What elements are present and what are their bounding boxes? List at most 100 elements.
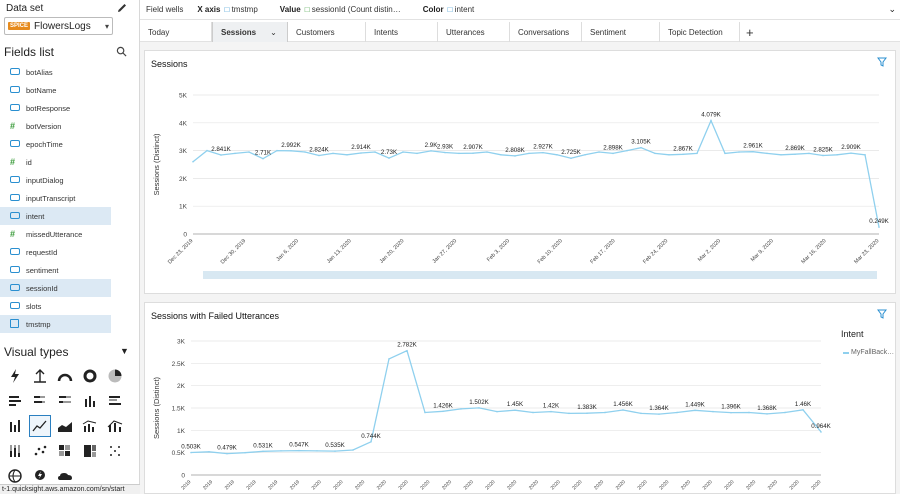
failed-utterances-visual[interactable]: Sessions with Failed Utterances Intent M…: [144, 302, 896, 494]
data-point: [318, 154, 320, 157]
field-item-botName[interactable]: botName: [0, 81, 111, 99]
field-wells-bar[interactable]: Field wells X axis □ tmstmp Value □ sess…: [140, 0, 900, 20]
data-point: [622, 409, 624, 411]
clustered-bar-visual-icon[interactable]: [104, 390, 126, 412]
pivot-table-visual-icon[interactable]: [104, 440, 126, 462]
field-item-requestId[interactable]: requestId: [0, 243, 111, 261]
autograph-visual-icon[interactable]: [4, 365, 26, 387]
legend-item[interactable]: MyFallBack…: [843, 349, 894, 356]
data-point: [682, 153, 684, 156]
filter-icon[interactable]: [877, 309, 887, 319]
date-field-icon: □: [224, 5, 230, 14]
field-item-botVersion[interactable]: # botVersion: [0, 117, 111, 135]
data-point: [696, 152, 698, 155]
x-tick-label: Mar 23, 2020: [853, 238, 880, 265]
data-point: [486, 151, 488, 153]
chevron-down-icon[interactable]: ▼: [120, 346, 129, 356]
tab-topic-detection[interactable]: Topic Detection: [660, 22, 740, 42]
field-item-intent[interactable]: intent: [0, 207, 111, 225]
field-item-slots[interactable]: slots: [0, 297, 111, 315]
vertical-bar-visual-icon[interactable]: [79, 390, 101, 412]
series-line: [190, 349, 822, 455]
x-tick-label: 2020: [528, 479, 540, 491]
pencil-icon[interactable]: [116, 2, 128, 14]
tab-today[interactable]: Today: [140, 22, 212, 42]
data-point: [730, 411, 732, 414]
scatter-plot-visual-icon[interactable]: [29, 440, 51, 462]
y-tick-label: 2K: [177, 383, 186, 390]
field-item-tmstmp[interactable]: tmstmp: [0, 315, 111, 333]
field-item-botAlias[interactable]: botAlias: [0, 63, 111, 81]
data-point: [304, 151, 306, 153]
x-tick-label: 2020: [789, 479, 801, 491]
tab-label: Today: [148, 27, 170, 37]
clustered-combo-visual-icon[interactable]: [104, 415, 126, 437]
tab-customers[interactable]: Customers: [288, 22, 366, 42]
x-tick-label: 2020: [484, 479, 496, 491]
data-point: [820, 431, 822, 433]
field-item-inputTranscript[interactable]: inputTranscript: [0, 189, 111, 207]
data-label: 3.105K: [631, 139, 651, 146]
combo-chart-visual-icon[interactable]: [79, 415, 101, 437]
field-label: sessionId: [26, 283, 58, 293]
data-label: 1.46K: [795, 401, 812, 408]
data-point: [346, 153, 348, 156]
tab-sessions[interactable]: Sessions ⌄: [212, 22, 288, 42]
sessions-visual[interactable]: Sessions 0 1K 2K 3K 4K 5K Sessions (Distinct) 2…: [144, 50, 896, 294]
tab-conversations[interactable]: Conversations: [510, 22, 582, 42]
line-chart-visual-icon[interactable]: [29, 415, 51, 437]
x-tick-label: Mar 2, 2020: [697, 238, 722, 263]
field-label: botName: [26, 85, 57, 95]
status-url-bar: t-1.quicksight.aws.amazon.com/sn/start: [0, 484, 140, 494]
value-well-value[interactable]: □ sessionId (Count distin…: [304, 5, 401, 14]
column-100-visual-icon[interactable]: [4, 440, 26, 462]
geospatial-map-visual-icon[interactable]: [4, 465, 26, 487]
text-field-icon: [10, 103, 21, 113]
data-label: 2.9K: [425, 142, 439, 149]
tab-sentiment[interactable]: Sentiment: [582, 22, 660, 42]
x-axis-well-value[interactable]: □ tmstmp: [224, 5, 258, 14]
field-item-epochTime[interactable]: epochTime: [0, 135, 111, 153]
data-label: 0.531K: [253, 442, 273, 449]
data-label: 4.079K: [701, 112, 721, 119]
dataset-select[interactable]: SPICE FlowersLogs ▾: [4, 17, 113, 35]
data-point: [550, 410, 552, 413]
field-item-id[interactable]: # id: [0, 153, 111, 171]
area-chart-visual-icon[interactable]: [54, 415, 76, 437]
donut-visual-icon[interactable]: [79, 365, 101, 387]
data-point: [850, 152, 852, 154]
field-item-missedUtterance[interactable]: # missedUtterance: [0, 225, 111, 243]
horizontal-bar-visual-icon[interactable]: [4, 390, 26, 412]
tree-map-visual-icon[interactable]: [79, 440, 101, 462]
tab-label: Topic Detection: [668, 27, 723, 37]
x-tick-label: Jan 20, 2020: [379, 238, 406, 265]
stacked-bar-visual-icon[interactable]: [29, 390, 51, 412]
tab-intents[interactable]: Intents: [366, 22, 438, 42]
add-tab-button[interactable]: +: [746, 24, 754, 40]
chevron-down-icon[interactable]: ⌄: [270, 27, 277, 37]
insight-visual-icon[interactable]: [29, 465, 51, 487]
search-icon[interactable]: [116, 46, 127, 57]
data-point: [878, 226, 880, 228]
field-item-sentiment[interactable]: sentiment: [0, 261, 111, 279]
pie-visual-icon[interactable]: [104, 365, 126, 387]
gauge-visual-icon[interactable]: [54, 365, 76, 387]
color-well-value[interactable]: □ intent: [447, 5, 475, 14]
x-tick-label: 2020: [332, 479, 344, 491]
field-item-botResponse[interactable]: botResponse: [0, 99, 111, 117]
word-cloud-visual-icon[interactable]: [54, 465, 76, 487]
field-item-sessionId[interactable]: sessionId: [0, 279, 111, 297]
field-item-inputDialog[interactable]: inputDialog: [0, 171, 111, 189]
data-label: 2.725K: [561, 149, 581, 156]
heat-map-visual-icon[interactable]: [54, 440, 76, 462]
stacked-column-visual-icon[interactable]: [4, 415, 26, 437]
kpi-visual-icon[interactable]: [29, 365, 51, 387]
tab-utterances[interactable]: Utterances: [438, 22, 510, 42]
filter-icon[interactable]: [877, 57, 887, 67]
data-label: 2.961K: [743, 143, 763, 150]
text-field-icon: [10, 85, 21, 95]
chevron-down-icon[interactable]: ⌄: [888, 4, 896, 14]
x-tick-label: 2020: [419, 479, 431, 491]
color-well-label: Color: [422, 5, 444, 14]
bar-100-visual-icon[interactable]: [54, 390, 76, 412]
